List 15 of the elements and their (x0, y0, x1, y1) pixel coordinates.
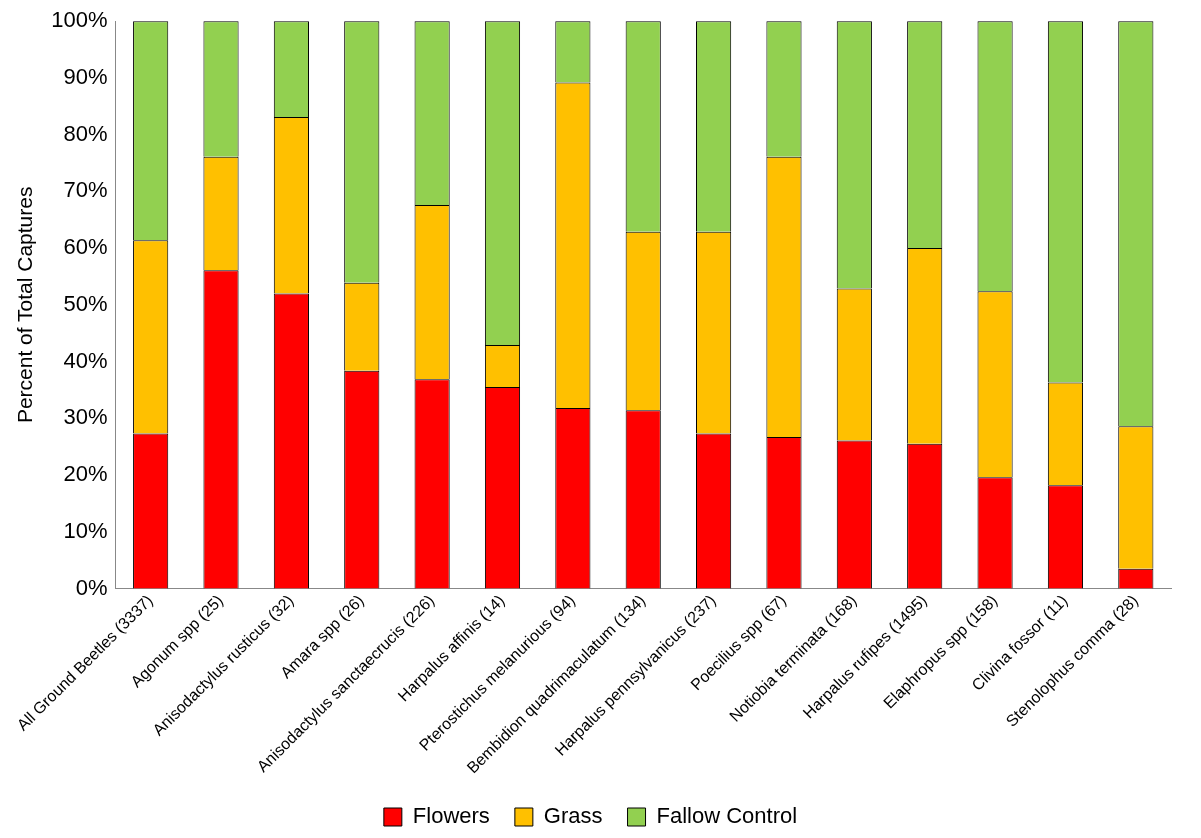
legend-label: Fallow Control (656, 803, 798, 829)
legend-label: Flowers (412, 803, 490, 829)
y-tick-label: 70% (63, 177, 108, 203)
y-tick-label: 20% (63, 461, 108, 487)
y-tick-label: 100% (51, 7, 108, 33)
y-tick-label: 80% (63, 120, 108, 146)
legend-label: Grass (543, 803, 603, 829)
y-tick-label: 10% (63, 517, 108, 543)
y-tick-label: 30% (63, 404, 108, 430)
y-tick-label: 90% (63, 63, 108, 89)
y-tick-label: 0% (75, 574, 108, 600)
y-axis-title: Percent of Total Captures (13, 186, 37, 424)
y-tick-label: 50% (63, 290, 108, 316)
y-tick-label: 60% (63, 234, 108, 260)
y-tick-label: 40% (63, 347, 108, 373)
